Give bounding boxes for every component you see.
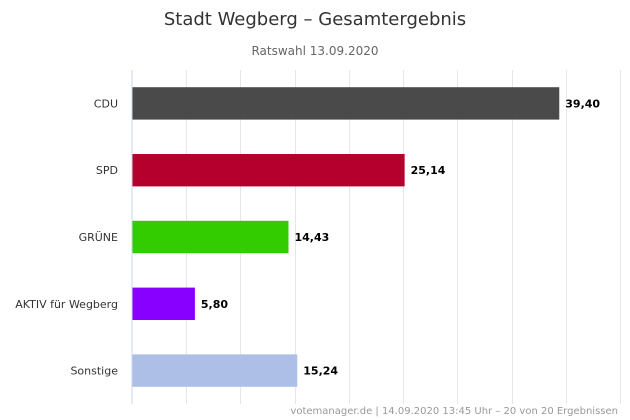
- chart-subtitle: Ratswahl 13.09.2020: [251, 44, 378, 58]
- data-label: 39,40: [565, 97, 600, 110]
- data-label: 5,80: [201, 298, 228, 311]
- bar[interactable]: [132, 354, 298, 387]
- bar[interactable]: [132, 87, 560, 120]
- bar[interactable]: [132, 154, 405, 187]
- bar[interactable]: [132, 220, 289, 254]
- bars: [132, 87, 560, 387]
- category-label: GRÜNE: [79, 231, 118, 244]
- category-label: AKTIV für Wegberg: [15, 298, 118, 311]
- data-labels: 39,40 25,14 14,43 5,80 15,24: [201, 97, 601, 377]
- category-label: SPD: [96, 164, 118, 177]
- category-label: CDU: [94, 97, 118, 110]
- bar[interactable]: [132, 287, 195, 320]
- chart-title: Stadt Wegberg – Gesamtergebnis: [164, 9, 466, 30]
- credits[interactable]: votemanager.de | 14.09.2020 13:45 Uhr – …: [290, 406, 618, 417]
- data-label: 14,43: [294, 231, 329, 244]
- category-labels: CDU SPD GRÜNE AKTIV für Wegberg Sonstige: [15, 97, 118, 377]
- category-label: Sonstige: [70, 365, 118, 378]
- gridlines: [186, 70, 621, 404]
- data-label: 15,24: [303, 365, 338, 378]
- data-label: 25,14: [411, 164, 446, 177]
